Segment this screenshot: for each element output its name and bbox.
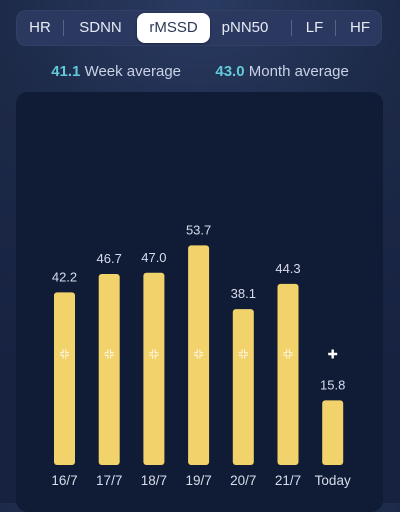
- tab-separator: [291, 20, 292, 36]
- month-average-value: 43.0: [215, 63, 245, 80]
- x-axis-label: 19/7: [185, 473, 211, 488]
- tab-rmssd[interactable]: rMSSD: [137, 13, 210, 43]
- bar[interactable]: [322, 400, 344, 465]
- bar-value-label: 46.7: [97, 251, 122, 266]
- month-average-label: Month average: [248, 63, 349, 80]
- x-axis-label: 20/7: [230, 473, 256, 488]
- tab-sdnn[interactable]: SDNN: [79, 19, 122, 36]
- plus-icon[interactable]: [104, 349, 114, 359]
- x-axis-label: Today: [315, 473, 351, 488]
- plus-icon[interactable]: [283, 349, 293, 359]
- chart-panel: 42.2 16/7 46.7 17/7 47.0 18/7 53.7 19/7 38.1 20/7…: [16, 92, 383, 512]
- x-axis-label: 16/7: [51, 473, 77, 488]
- plus-icon[interactable]: [149, 349, 159, 359]
- x-axis-label: 17/7: [96, 473, 122, 488]
- week-average-label: Week average: [84, 63, 182, 80]
- plus-icon[interactable]: [238, 349, 248, 359]
- bar[interactable]: [143, 272, 165, 465]
- bar-value-label: 38.1: [231, 286, 256, 301]
- bar-value-label: 47.0: [141, 250, 166, 265]
- bar-value-label: 44.3: [275, 261, 300, 276]
- tab-hf[interactable]: HF: [350, 19, 370, 36]
- tab-separator: [63, 20, 64, 36]
- tab-lf[interactable]: LF: [305, 19, 324, 36]
- plus-icon[interactable]: [328, 349, 338, 359]
- bar[interactable]: [54, 292, 75, 465]
- bar-chart: 42.2 16/7 46.7 17/7 47.0 18/7 53.7 19/7 38.1 20/7…: [51, 222, 351, 488]
- tab-pnn50[interactable]: pNN50: [221, 19, 269, 36]
- x-axis-label: 21/7: [275, 473, 301, 488]
- bar[interactable]: [232, 309, 254, 465]
- bar[interactable]: [98, 273, 120, 465]
- tab-hr[interactable]: HR: [29, 19, 51, 36]
- bar[interactable]: [277, 283, 299, 465]
- bar-value-label: 53.7: [186, 222, 211, 237]
- bar-value-label: 15.8: [320, 377, 345, 392]
- averages-row: 41.1 Week average 43.0 Month average: [0, 63, 400, 80]
- x-axis-label: 18/7: [141, 473, 167, 488]
- bar-value-label: 42.2: [52, 269, 77, 284]
- tab-separator: [335, 20, 336, 36]
- week-average-value: 41.1: [51, 63, 81, 80]
- plus-icon[interactable]: [194, 349, 204, 359]
- plus-icon[interactable]: [60, 349, 69, 359]
- metric-tab-bar: HR SDNN rMSSD pNN50 LF HF: [16, 10, 382, 46]
